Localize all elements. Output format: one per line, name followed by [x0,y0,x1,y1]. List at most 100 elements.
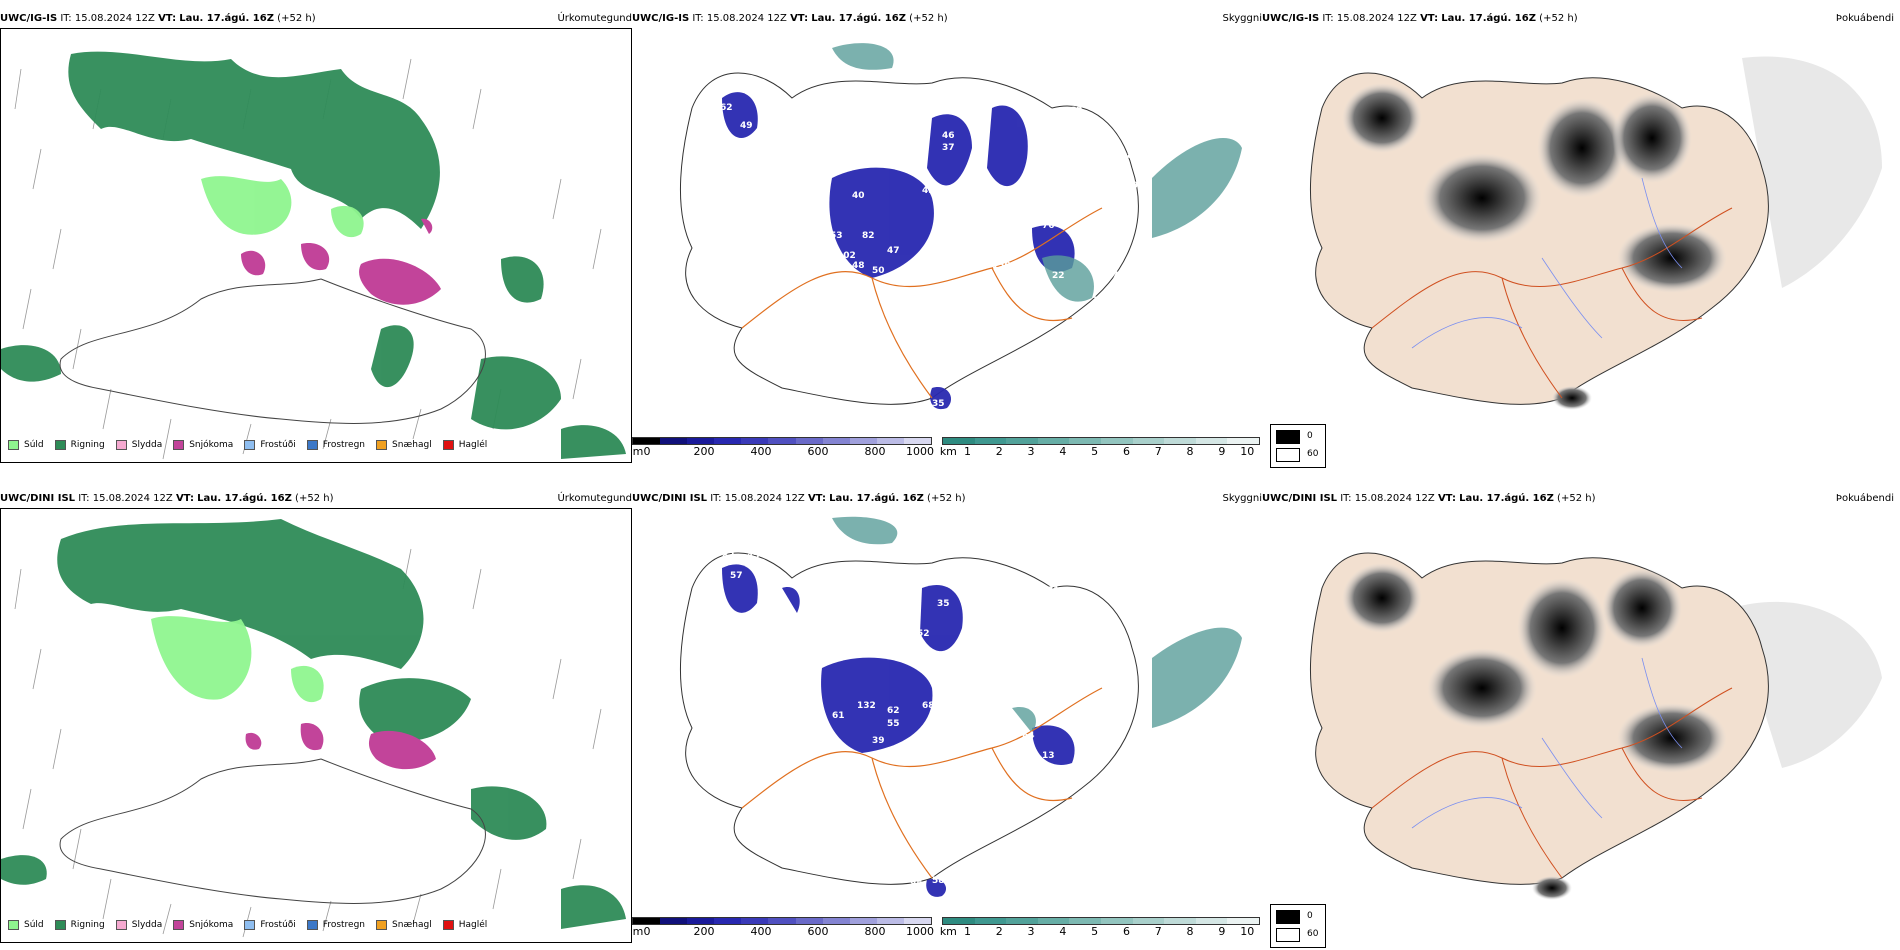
svg-text:61: 61 [832,711,845,721]
init-time: 15.08.2024 12Z [1354,493,1435,504]
svg-text:55: 55 [817,726,830,736]
svg-text:67: 67 [914,402,927,412]
svg-text:53: 53 [830,231,843,241]
svg-text:37: 37 [852,286,865,296]
fog-map-graphic [1262,28,1892,428]
svg-text:63: 63 [932,231,945,241]
fog-legend-swatch-0 [1276,910,1300,924]
legend-swatch [244,920,256,930]
svg-text:45: 45 [747,551,760,561]
svg-text:48: 48 [852,261,865,271]
svg-text:46: 46 [957,201,970,211]
svg-text:96: 96 [1132,181,1145,191]
svg-text:13: 13 [1042,751,1055,761]
panel-variable-name: Skyggni [1222,493,1262,504]
svg-text:54: 54 [942,571,955,581]
panel-variable-name: Þokuábendi [1835,493,1894,504]
svg-text:46: 46 [942,131,955,141]
model-name: UWC/IG-IS [1262,13,1320,24]
visibility-panel-row2: UWC/DINI ISL IT: 15.08.2024 12Z VT: Lau.… [632,492,1262,944]
lead-time: (+52 h) [277,13,316,24]
svg-text:68: 68 [922,701,935,711]
colorbar-km-ticks: km 1 2 3 4 5 6 7 8 9 10 [939,445,1255,458]
svg-text:102: 102 [837,251,856,261]
fog-map [1262,28,1892,428]
valid-time: Lau. 17.ágú. 16Z [1459,493,1554,504]
valid-time: Lau. 17.ágú. 16Z [179,13,274,24]
precip-legend: Súld Rigning Slydda Snjókoma Frostúði Fr… [8,920,498,930]
svg-text:62: 62 [720,103,733,113]
svg-text:115: 115 [882,126,901,136]
visibility-colorbar-km: km 1 2 3 4 5 6 7 8 9 10 [939,437,1260,458]
fog-map [1262,508,1892,908]
legend-item: Slydda [115,440,162,450]
model-name: UWC/DINI ISL [632,493,708,504]
init-time: 15.08.2024 12Z [724,493,805,504]
legend-item: Súld [8,440,44,450]
svg-text:47: 47 [1027,126,1040,136]
svg-text:85: 85 [910,880,923,890]
visibility-colorbar-m: m 0 200 400 600 800 1000 [632,437,934,458]
svg-text:46: 46 [672,716,685,726]
legend-item: Snjókoma [173,440,233,450]
svg-text:42: 42 [977,106,990,116]
panel-title: UWC/DINI ISL IT: 15.08.2024 12Z VT: Lau.… [1262,493,1596,504]
colorbar-km-bar [942,437,1260,445]
colorbar-m-bar [632,437,932,445]
legend-swatch [244,440,256,450]
legend-swatch [54,440,66,450]
fog-map-graphic [1262,508,1892,908]
svg-text:45: 45 [922,186,935,196]
legend-item: Frostúði [244,440,296,450]
fog-legend: 0 60 [1270,424,1326,468]
svg-text:143: 143 [932,731,951,741]
colorbar-km-unit: km [939,445,957,458]
svg-text:153: 153 [1092,296,1111,306]
svg-text:57: 57 [730,571,743,581]
legend-swatch [8,920,19,930]
svg-text:50: 50 [942,106,955,116]
svg-text:79: 79 [1112,271,1125,281]
fog-legend-swatch-0 [1276,430,1300,444]
fog-panel-row1: UWC/IG-IS IT: 15.08.2024 12Z VT: Lau. 17… [1262,12,1898,468]
svg-text:60: 60 [722,139,735,149]
visibility-map-graphic: 86 82 45 77 57 41 79 72 54 76 35 52 65 8… [632,508,1262,908]
lead-time: (+52 h) [909,13,948,24]
svg-text:71: 71 [1047,586,1060,596]
svg-text:86: 86 [732,531,745,541]
precip-legend: Súld Rigning Slydda Snjókoma Frostúði Fr… [8,440,498,450]
legend-item: Snjókoma [173,920,233,930]
precip-map [0,28,632,463]
panel-variable-name: Úrkomutegund [557,493,632,504]
svg-text:50: 50 [872,266,885,276]
svg-text:150: 150 [992,261,1011,271]
colorbar-m-unit: m [632,925,644,938]
colorbar-m-ticks: m 0 200 400 600 800 1000 [632,925,934,938]
precip-map-graphic [1,509,631,942]
init-time: 15.08.2024 12Z [74,13,155,24]
precip-map-graphic [1,29,631,462]
svg-text:82: 82 [862,231,875,241]
svg-text:77: 77 [710,566,723,576]
svg-text:84: 84 [1042,181,1055,191]
svg-text:328: 328 [1057,306,1076,316]
svg-text:106: 106 [1002,236,1021,246]
svg-text:108: 108 [1052,341,1071,351]
init-time: 15.08.2024 12Z [1336,13,1417,24]
svg-text:76: 76 [1042,221,1055,231]
lead-time: (+52 h) [927,493,966,504]
init-time: 15.08.2024 12Z [706,13,787,24]
svg-text:39: 39 [872,736,885,746]
fog-legend-swatch-60 [1276,928,1300,942]
svg-text:83: 83 [892,141,905,151]
svg-text:132: 132 [857,701,876,711]
legend-item: Snæhagl [376,920,432,930]
legend-swatch [173,440,185,450]
legend-swatch [8,440,19,450]
colorbar-km-ticks: km 1 2 3 4 5 6 7 8 9 10 [939,925,1255,938]
svg-text:64: 64 [1050,601,1063,611]
legend-swatch [115,440,127,450]
svg-text:35: 35 [847,761,860,771]
model-name: UWC/DINI ISL [0,493,76,504]
precip-map [0,508,632,943]
